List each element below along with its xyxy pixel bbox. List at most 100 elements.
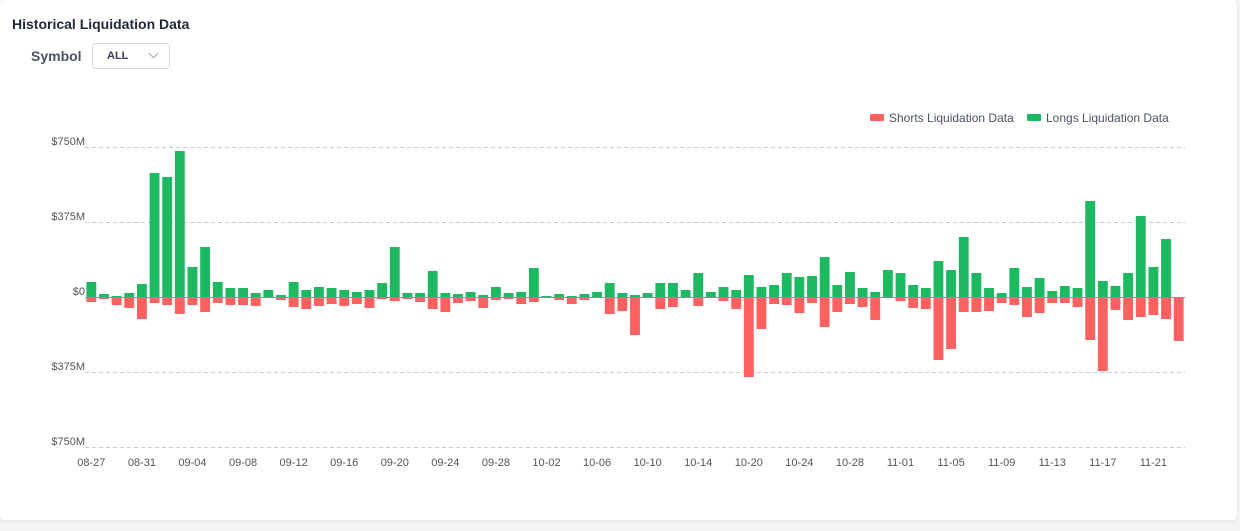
bar-shorts (1173, 297, 1184, 341)
bar-longs (351, 292, 362, 297)
bar-longs (528, 268, 539, 297)
bar-longs (630, 295, 640, 297)
bar-longs (238, 288, 248, 297)
bar-shorts (630, 297, 640, 335)
bar-shorts (528, 297, 539, 302)
bar-longs (655, 283, 666, 297)
bar-shorts (870, 297, 881, 320)
bar-shorts (668, 297, 678, 307)
bar-shorts (971, 297, 982, 312)
bar-shorts (554, 297, 565, 300)
bar-longs (870, 292, 881, 297)
bar-shorts (440, 297, 451, 312)
bar-shorts (187, 297, 198, 305)
bar-longs (490, 287, 501, 297)
bar-longs (958, 237, 969, 297)
bar-longs (1110, 286, 1121, 297)
bar-longs (579, 294, 590, 297)
y-tick-label: $750M (51, 436, 85, 448)
bar-shorts (162, 297, 173, 305)
bar-shorts (819, 297, 830, 327)
bar-shorts (427, 297, 438, 309)
bar-shorts (389, 297, 400, 301)
bar-longs (503, 293, 514, 297)
bar-shorts (756, 297, 767, 329)
bar-longs (99, 294, 109, 297)
bar-shorts (301, 297, 312, 309)
bar-longs (86, 282, 97, 297)
bar-longs (313, 287, 324, 297)
bar-longs (162, 177, 173, 297)
bar-longs (781, 273, 792, 297)
bar-longs (111, 296, 122, 297)
bar-longs (920, 288, 931, 297)
bar-shorts (124, 297, 135, 308)
bar-longs (933, 261, 944, 297)
bar-longs (731, 290, 742, 297)
bar-longs (465, 292, 476, 297)
x-tick-label: 09-28 (482, 457, 510, 469)
liquidation-panel: Historical Liquidation Data Symbol ALL S… (0, 0, 1237, 520)
bar-shorts (1110, 297, 1121, 310)
bar-shorts (326, 297, 337, 304)
bar-longs (1059, 286, 1070, 297)
x-tick-label: 10-20 (735, 457, 763, 469)
bar-shorts (958, 297, 969, 312)
bar-longs (592, 292, 602, 297)
bar-shorts (149, 297, 160, 303)
bar-longs (516, 292, 527, 297)
bar-longs (136, 284, 147, 297)
bar-longs (1148, 267, 1159, 297)
bar-shorts (617, 297, 628, 311)
bar-longs (453, 294, 463, 297)
x-tick-label: 10-02 (532, 457, 560, 469)
x-tick-label: 11-05 (937, 457, 964, 469)
bar-shorts (1161, 297, 1171, 319)
x-tick-label: 09-24 (431, 457, 459, 469)
x-tick-label: 10-28 (836, 457, 864, 469)
bar-shorts (996, 297, 1007, 303)
y-tick-label: $375M (51, 361, 85, 373)
bar-longs (617, 293, 628, 297)
bar-shorts (1047, 297, 1058, 303)
bar-longs (402, 293, 413, 297)
bar-shorts (86, 297, 97, 302)
panel-title: Historical Liquidation Data (12, 16, 190, 32)
bar-shorts (200, 297, 211, 312)
bar-shorts (579, 297, 590, 300)
bar-shorts (845, 297, 855, 304)
bar-longs (819, 257, 830, 297)
bar-shorts (364, 297, 375, 308)
liquidation-bar-chart: $750M $375M $0 $375M $750M 08-27 08-31 09-04 09-… (51, 136, 1185, 469)
bar-longs (680, 290, 691, 297)
bar-shorts (743, 297, 754, 377)
bar-longs (845, 272, 855, 297)
bar-longs (832, 285, 843, 297)
bar-shorts (1135, 297, 1146, 317)
x-tick-label: 09-08 (229, 457, 257, 469)
bar-shorts (769, 297, 780, 304)
x-tick-label: 08-31 (128, 457, 156, 469)
x-tick-label: 09-12 (280, 457, 308, 469)
bar-shorts (250, 297, 261, 306)
y-tick-label: $0 (73, 286, 85, 298)
bar-shorts (832, 297, 843, 312)
bar-longs (124, 293, 135, 297)
x-tick-label: 10-10 (634, 457, 662, 469)
bar-longs (288, 282, 299, 297)
symbol-select[interactable]: ALL (92, 43, 170, 69)
bar-shorts (238, 297, 248, 305)
bar-longs (554, 294, 565, 297)
bar-longs (895, 273, 906, 297)
bar-longs (996, 293, 1007, 297)
bar-shorts (490, 297, 501, 300)
legend-swatch-shorts (870, 114, 884, 121)
bar-shorts (136, 297, 147, 319)
bar-longs (743, 275, 754, 297)
bar-longs (946, 270, 957, 297)
x-tick-label: 10-14 (684, 457, 712, 469)
x-tick-label: 11-09 (988, 457, 1015, 469)
bar-shorts (453, 297, 463, 303)
x-tick-label: 10-24 (785, 457, 813, 469)
bar-shorts (1059, 297, 1070, 303)
